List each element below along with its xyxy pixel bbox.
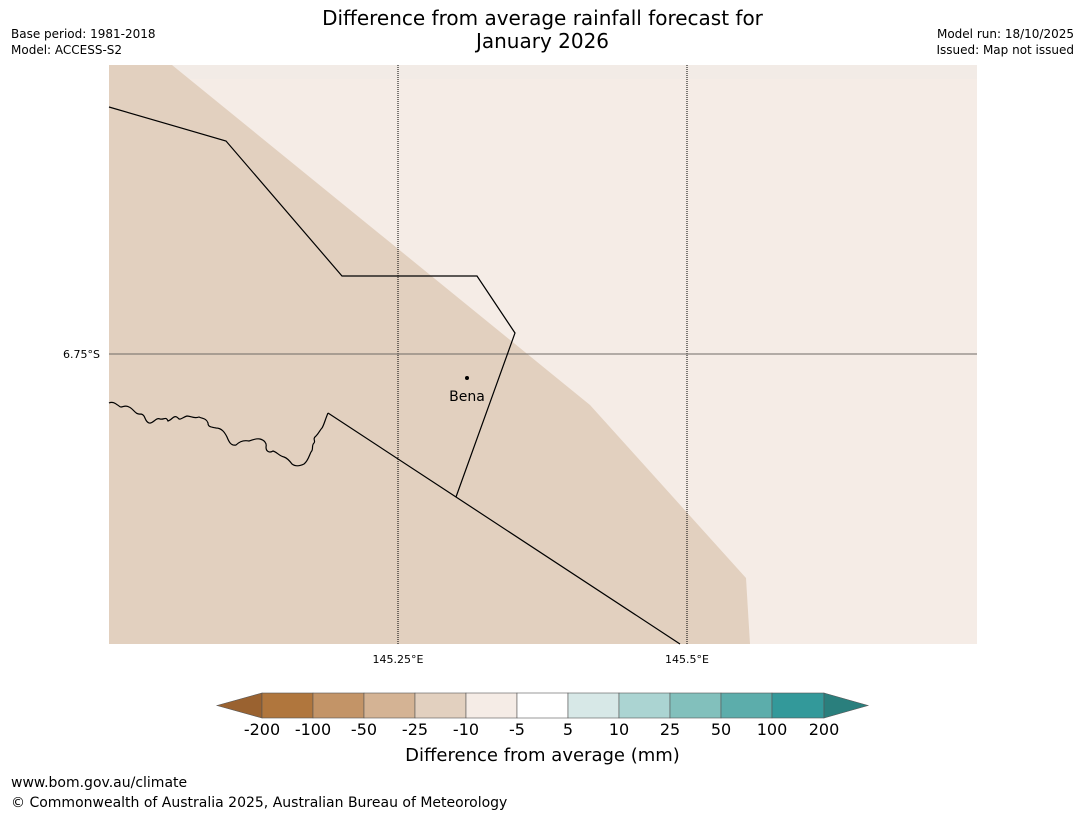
map-title-line1: Difference from average rainfall forecas…	[322, 6, 763, 30]
map-title-line2: January 2026	[475, 29, 610, 53]
colorbar-bin	[261, 692, 314, 719]
model-run: Model run: 18/10/2025	[936, 27, 1074, 41]
colorbar-extend-high	[823, 692, 870, 719]
colorbar-bin	[516, 692, 569, 719]
colorbar-bin	[414, 692, 467, 719]
map-top-band	[109, 65, 977, 79]
issued-status: Issued: Map not issued	[936, 43, 1074, 57]
colorbar-tick-label: -100	[295, 720, 331, 739]
bena-marker-icon	[465, 376, 469, 380]
colorbar-bin	[771, 692, 825, 719]
colorbar-bin	[312, 692, 365, 719]
colorbar-bin	[567, 692, 620, 719]
colorbar-bin	[465, 692, 518, 719]
map-title: Difference from average rainfall forecas…	[0, 7, 1085, 53]
colorbar-bin	[363, 692, 416, 719]
base-period: Base period: 1981-2018	[11, 27, 156, 41]
lon-label-145-5: 145.5°E	[665, 653, 709, 666]
place-label-bena: Bena	[449, 389, 485, 405]
footer-copyright: © Commonwealth of Australia 2025, Austra…	[11, 795, 508, 811]
colorbar-title: Difference from average (mm)	[405, 745, 680, 766]
colorbar-bin	[720, 692, 773, 719]
colorbar-tick-label: 5	[563, 720, 573, 739]
colorbar-tick-label: 10	[609, 720, 629, 739]
colorbar-tick-label: 50	[711, 720, 731, 739]
colorbar-tick-label: 200	[809, 720, 840, 739]
meta-right: Model run: 18/10/2025 Issued: Map not is…	[936, 26, 1074, 58]
district-boundary	[108, 106, 516, 498]
colorbar-bin	[669, 692, 722, 719]
colorbar-tick-label: -25	[402, 720, 428, 739]
colorbar-tick-label: -10	[453, 720, 479, 739]
colorbar: -200 -100 -50 -25 -10 -5 5 10 25 50 100 …	[215, 692, 870, 739]
lon-label-145-25: 145.25°E	[373, 653, 424, 666]
colorbar-tick-label: -5	[509, 720, 525, 739]
colorbar-tick-label: -200	[244, 720, 280, 739]
meta-left: Base period: 1981-2018 Model: ACCESS-S2	[11, 26, 156, 58]
province-boundary	[327, 412, 681, 645]
model-name: Model: ACCESS-S2	[11, 43, 123, 57]
lat-label: 6.75°S	[63, 348, 100, 361]
footer-url: www.bom.gov.au/climate	[11, 775, 188, 791]
colorbar-extend-low	[215, 692, 263, 719]
colorbar-tick-label: 100	[757, 720, 788, 739]
colorbar-bin	[618, 692, 671, 719]
colorbar-tick-label: 25	[660, 720, 680, 739]
river-line	[108, 401, 329, 467]
colorbar-tick-label: -50	[351, 720, 377, 739]
